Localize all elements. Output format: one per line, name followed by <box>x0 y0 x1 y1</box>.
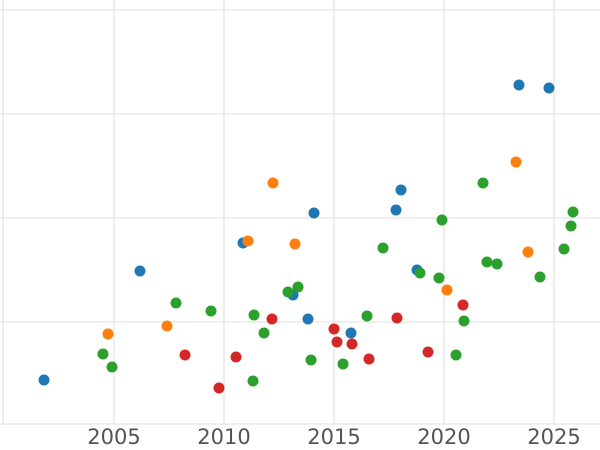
data-point <box>102 328 114 340</box>
data-point <box>458 315 470 327</box>
x-tick-label: 2015 <box>307 425 360 449</box>
data-point <box>331 336 343 348</box>
data-point <box>328 323 340 335</box>
data-point <box>558 243 570 255</box>
data-point <box>481 256 493 268</box>
data-point <box>477 177 489 189</box>
data-point <box>377 242 389 254</box>
data-point <box>266 313 278 325</box>
data-point <box>302 313 314 325</box>
x-tick-label: 2025 <box>527 425 580 449</box>
x-tick-label: 2005 <box>87 425 140 449</box>
gridlines <box>0 0 600 425</box>
data-point <box>305 354 317 366</box>
data-point <box>106 361 118 373</box>
data-point <box>161 320 173 332</box>
data-point <box>170 297 182 309</box>
data-point <box>567 206 579 218</box>
x-axis-tick-labels: 2005 2010 2015 2020 2025 <box>87 425 580 449</box>
data-point <box>38 374 50 386</box>
data-point <box>363 353 375 365</box>
data-point <box>543 82 555 94</box>
data-point <box>282 286 294 298</box>
data-point <box>433 272 445 284</box>
data-point <box>267 177 279 189</box>
data-point <box>346 338 358 350</box>
series-green <box>97 177 579 387</box>
data-point <box>292 281 304 293</box>
x-tick-label: 2010 <box>197 425 250 449</box>
data-point <box>97 348 109 360</box>
data-point <box>258 327 270 339</box>
data-point <box>308 207 320 219</box>
data-point <box>436 214 448 226</box>
data-point <box>491 258 503 270</box>
data-point <box>510 156 522 168</box>
data-point <box>179 349 191 361</box>
data-point <box>242 235 254 247</box>
data-point <box>230 351 242 363</box>
series-orange <box>102 156 534 340</box>
data-point <box>565 220 577 232</box>
data-point <box>247 375 259 387</box>
x-tick-label: 2020 <box>417 425 470 449</box>
data-point <box>422 346 434 358</box>
data-point <box>205 305 217 317</box>
data-point <box>213 382 225 394</box>
data-point <box>441 284 453 296</box>
data-point <box>361 310 373 322</box>
data-point <box>450 349 462 361</box>
data-point <box>248 309 260 321</box>
data-point <box>289 238 301 250</box>
data-point <box>513 79 525 91</box>
data-point <box>534 271 546 283</box>
data-point <box>391 312 403 324</box>
data-point <box>414 267 426 279</box>
data-point <box>457 299 469 311</box>
data-point <box>345 327 357 339</box>
data-point <box>522 246 534 258</box>
series-red <box>179 299 469 394</box>
data-point <box>134 265 146 277</box>
data-point <box>395 184 407 196</box>
data-point <box>337 358 349 370</box>
data-point <box>390 204 402 216</box>
